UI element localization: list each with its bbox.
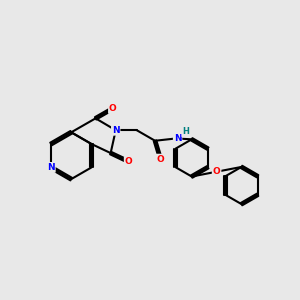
Text: O: O [125,157,133,166]
Text: N: N [112,126,119,135]
Text: H: H [182,127,189,136]
Text: O: O [157,154,164,164]
Text: O: O [109,104,117,113]
Text: N: N [174,134,182,143]
Text: O: O [213,167,220,176]
Text: N: N [47,163,55,172]
